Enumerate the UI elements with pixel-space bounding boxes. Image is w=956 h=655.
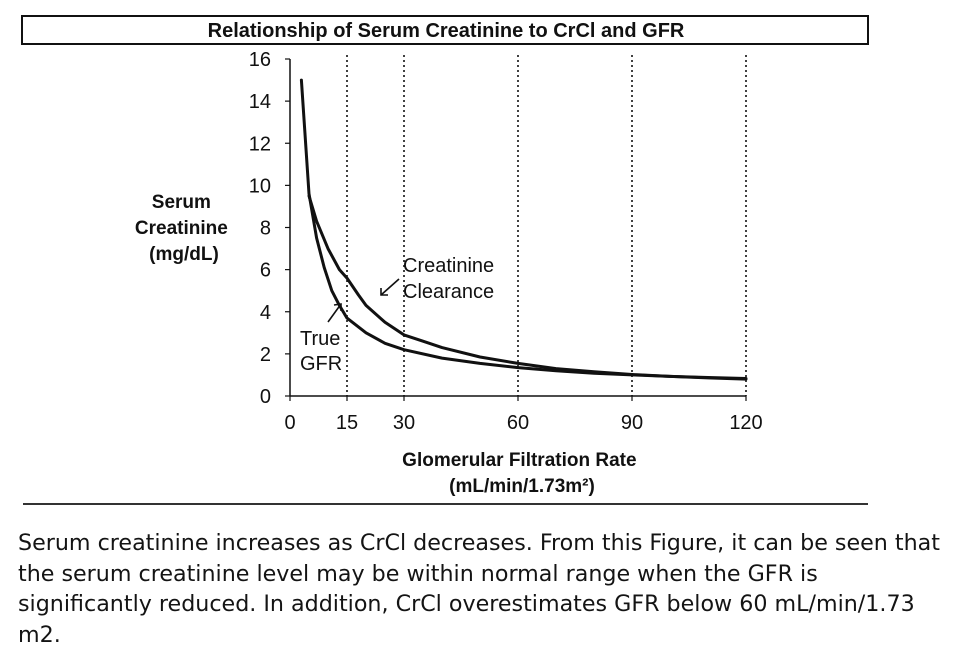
x-tick-group: 0 15 30 60 90 120 [284,396,763,434]
y-tick-label: 16 [249,49,271,71]
chart: Relationship of Serum Creatinine to CrCl… [21,15,869,505]
annotation-true-gfr-line-2: GFR [300,353,342,375]
annotation-creatinine-clearance: Creatinine Clearance [403,255,500,303]
chart-title: Relationship of Serum Creatinine to CrCl… [208,20,685,42]
x-tick-label: 90 [621,412,643,434]
y-axis-label: Serum Creatinine (mg/dL) [135,192,233,265]
x-tick-label: 15 [336,412,358,434]
annotation-true-gfr: True GFR [300,328,346,375]
annotation-creatinine-clearance-line-1: Creatinine [403,255,494,277]
x-tick-label: 60 [507,412,529,434]
x-tick-label: 0 [284,412,295,434]
caption-text: Serum creatinine increases as CrCl decre… [18,530,940,648]
y-tick-label: 4 [260,302,271,324]
x-tick-label: 30 [393,412,415,434]
x-axis-label-line-2: (mL/min/1.73m²) [449,476,595,497]
annotation-creatinine-clearance-arrow [380,278,400,296]
annotation-true-gfr-line-1: True [300,328,340,350]
annotation-creatinine-clearance-line-2: Clearance [403,281,494,303]
x-tick-label: 120 [729,412,762,434]
y-axis-label-line-2: Creatinine [135,218,228,239]
y-axis-label-line-3: (mg/dL) [149,244,219,265]
series-line-creatinine-clearance [307,194,748,381]
y-tick-label: 8 [260,218,271,240]
x-axis-label: Glomerular Filtration Rate (mL/min/1.73m… [402,450,642,497]
reference-lines [346,55,747,396]
y-axis-label-line-1: Serum [152,192,211,213]
y-tick-label: 0 [260,386,271,408]
series-line-true-gfr [299,78,748,380]
y-tick-group: 0 2 4 6 8 10 12 14 16 [249,49,290,408]
x-axis-label-line-1: Glomerular Filtration Rate [402,450,636,471]
title-box [21,15,869,45]
y-tick-label: 2 [260,344,271,366]
y-tick-label: 6 [260,260,271,282]
y-tick-label: 10 [249,175,271,197]
y-tick-label: 12 [249,133,271,155]
annotation-true-gfr-arrow [327,303,342,323]
y-tick-label: 14 [249,91,271,113]
